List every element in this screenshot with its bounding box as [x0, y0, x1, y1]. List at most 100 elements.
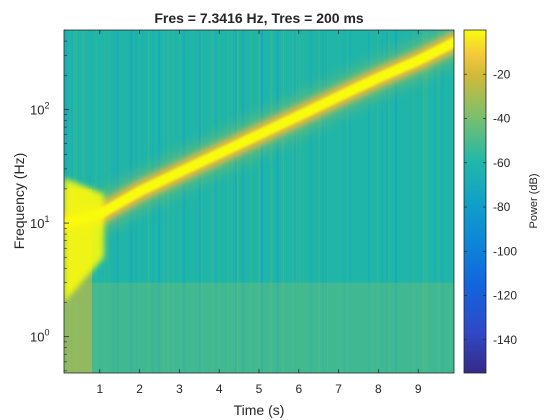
- y-tick-label: 101: [30, 214, 49, 231]
- heatmap-noise-stripe: [302, 30, 304, 373]
- colorbar-tick-label: -20: [493, 67, 511, 81]
- heatmap-noise-stripe: [410, 30, 412, 373]
- heatmap-noise-stripe: [434, 30, 436, 373]
- heatmap-noise-stripe: [296, 30, 298, 373]
- heatmap-noise-stripe: [157, 30, 161, 373]
- heatmap-noise-stripe: [171, 30, 174, 373]
- x-axis-label: Time (s): [234, 402, 285, 418]
- ridge-yellow-core: [64, 37, 454, 229]
- x-tick-label: 6: [295, 382, 302, 396]
- heatmap-noise-stripe: [242, 30, 246, 373]
- heatmap-noise-stripe: [381, 30, 384, 373]
- heatmap-noise-stripe: [253, 30, 255, 373]
- heatmap-noise-stripe: [402, 30, 404, 373]
- heatmap-noise-stripe: [245, 30, 247, 373]
- colorbar-gradient: [463, 29, 487, 374]
- heatmap-noise-stripe: [231, 30, 234, 373]
- plot-area: [63, 29, 455, 374]
- heatmap-noise-stripe: [212, 30, 214, 373]
- heatmap-noise-stripe: [311, 30, 313, 373]
- heatmap-noise-stripe: [434, 30, 436, 373]
- heatmap-noise-stripe: [303, 30, 306, 373]
- x-tick-label: 9: [415, 382, 422, 396]
- heatmap-noise-stripe: [221, 30, 223, 373]
- heatmap-noise-stripe: [198, 30, 201, 373]
- heatmap-noise-stripe: [320, 30, 322, 373]
- heatmap-noise-stripe: [192, 30, 194, 373]
- heatmap-noise-stripe: [167, 30, 168, 373]
- y-tick-label: 100: [30, 328, 49, 345]
- colorbar-tick-label: -60: [493, 156, 511, 170]
- heatmap-noise-stripe: [236, 30, 239, 373]
- heatmap-noise-stripe: [181, 30, 183, 373]
- heatmap-noise-stripe: [299, 30, 301, 373]
- heatmap-noise-stripe: [240, 30, 242, 373]
- chirp-ridge: [64, 30, 454, 303]
- heatmap-noise-stripe: [227, 30, 230, 373]
- heatmap-noise-stripe: [368, 30, 370, 373]
- heatmap-noise-stripe: [411, 30, 414, 373]
- heatmap-noise-stripe: [386, 30, 389, 373]
- heatmap-noise-stripe: [440, 30, 443, 373]
- heatmap-noise-stripe: [387, 30, 390, 373]
- heatmap-noise-stripe: [255, 30, 257, 373]
- x-axis: 1 2 3 4 5 6 7 8 9: [96, 30, 422, 396]
- x-tick-label: 1: [96, 382, 103, 396]
- heatmap-noise-stripe: [326, 30, 328, 373]
- colorbar: -20 -40 -60 -80 -100 -120 -140 Power (dB): [463, 29, 540, 374]
- heatmap-noise-stripe: [258, 30, 260, 373]
- x-tick-label: 5: [256, 382, 263, 396]
- heatmap-noise-stripe: [349, 30, 352, 373]
- heatmap-noise-stripe: [241, 30, 245, 373]
- heatmap-noise-stripe: [439, 30, 441, 373]
- y-tick-label: 102: [30, 101, 49, 118]
- colorbar-tick-label: -140: [493, 333, 517, 347]
- heatmap-noise-stripe: [244, 30, 246, 373]
- heatmap-noise-stripe: [219, 30, 221, 373]
- heatmap-noise-stripe: [185, 30, 188, 373]
- heatmap-noise-stripe: [270, 30, 273, 373]
- heatmap-noise-stripe: [273, 30, 276, 373]
- heatmap-noise-stripe: [343, 30, 346, 373]
- heatmap-noise-stripe: [169, 30, 172, 373]
- heatmap-noise-stripe: [322, 30, 324, 373]
- heatmap-noise-stripe: [281, 30, 283, 373]
- heatmap-noise-stripe: [235, 30, 237, 373]
- heatmap-noise-stripe: [256, 30, 258, 373]
- heatmap-noise-stripe: [250, 30, 252, 373]
- chart-title: Fres = 7.3416 Hz, Tres = 200 ms: [154, 10, 364, 26]
- heatmap-noise-stripe: [261, 30, 263, 373]
- heatmap-noise-stripe: [239, 30, 242, 373]
- x-tick-label: 7: [335, 382, 342, 396]
- heatmap-noise-stripe: [178, 30, 182, 373]
- heatmap-noise-stripe: [292, 30, 295, 373]
- heatmap-noise-stripe: [235, 30, 237, 373]
- x-tick-label: 3: [176, 382, 183, 396]
- heatmap-noise-stripe: [346, 30, 348, 373]
- heatmap-noise-stripe: [372, 30, 374, 373]
- heatmap-noise-stripe: [321, 30, 324, 373]
- heatmap-noise-stripe: [162, 30, 165, 373]
- colorbar-tick-label: -120: [493, 289, 517, 303]
- heatmap-noise-stripe: [412, 30, 415, 373]
- heatmap-noise-stripe: [168, 30, 171, 373]
- heatmap-noise-stripe: [409, 30, 413, 373]
- ridge-start-blob: [64, 177, 104, 303]
- heatmap-noise-stripe: [377, 30, 379, 373]
- heatmap-noise-stripe: [321, 30, 322, 373]
- heatmap-noise-stripe: [232, 30, 235, 373]
- heatmap-noise-stripe: [270, 30, 272, 373]
- colorbar-tick-label: -80: [493, 200, 511, 214]
- heatmap-noise-stripe: [394, 30, 397, 373]
- x-tick-label: 8: [375, 382, 382, 396]
- heatmap-noise-stripe: [215, 30, 217, 373]
- heatmap-noise-stripe: [283, 30, 285, 373]
- heatmap-noise-stripe: [338, 30, 340, 373]
- heatmap-noise-stripe: [422, 30, 425, 373]
- heatmap-noise-stripe: [273, 30, 275, 373]
- colorbar-tick-label: -40: [493, 112, 511, 126]
- heatmap-noise-stripe: [438, 30, 440, 373]
- x-tick-label: 4: [216, 382, 223, 396]
